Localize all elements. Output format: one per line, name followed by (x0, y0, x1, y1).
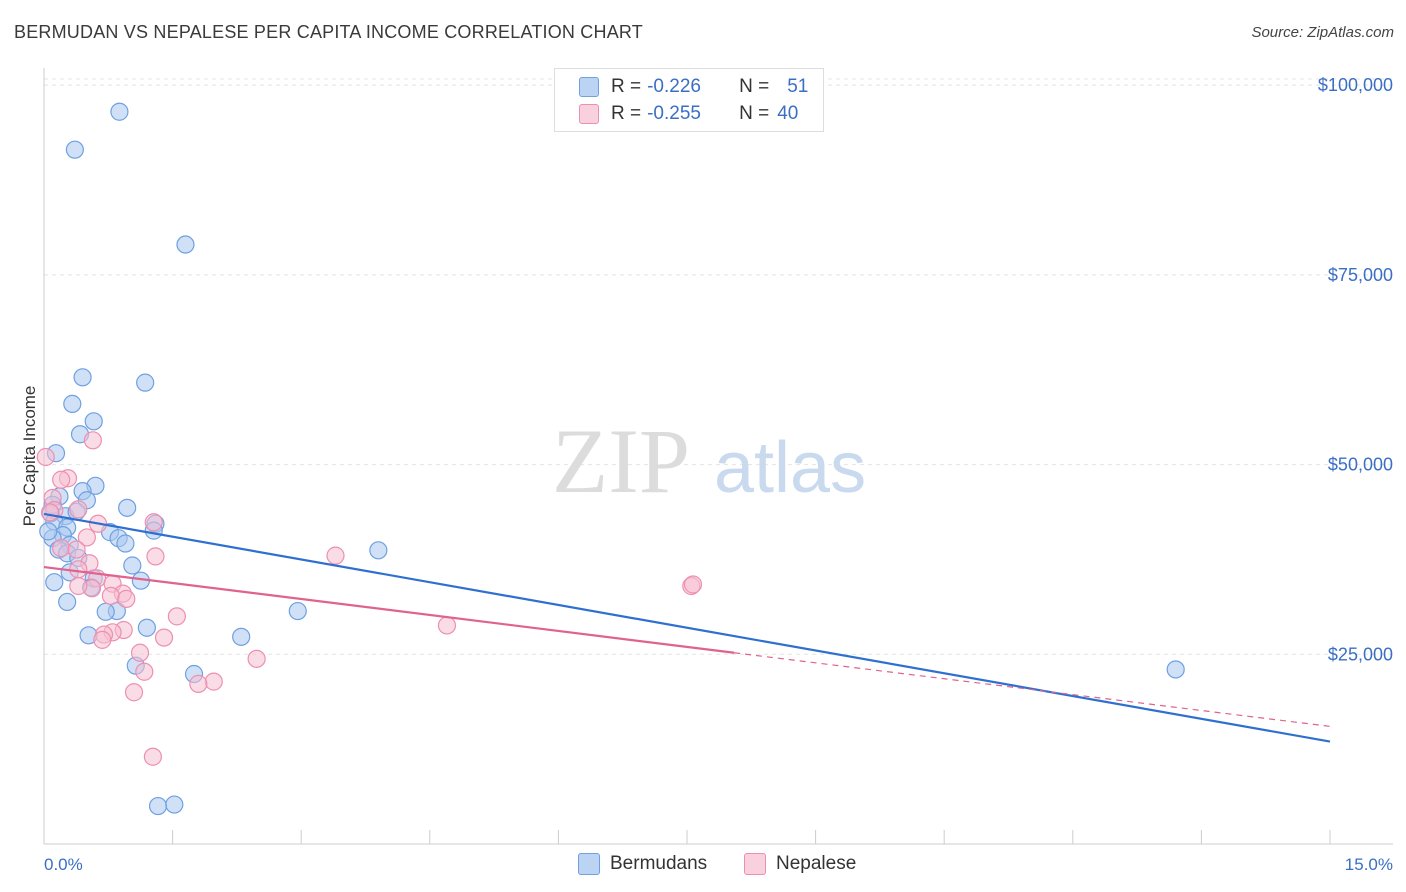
legend-swatch-bermudans (579, 77, 599, 97)
y-tick-label: $25,000 (1328, 644, 1393, 664)
source-label: Source: ZipAtlas.com (1251, 24, 1394, 41)
nepalese-point (52, 470, 71, 489)
nepalese-point (189, 674, 208, 693)
bermudans-point (136, 373, 155, 392)
bermudans-point (73, 368, 92, 387)
bottom-legend-bermudans: Bermudans (578, 852, 707, 876)
bermudans-point (63, 394, 82, 413)
watermark-zip: ZIP (552, 410, 690, 512)
nepalese-point (36, 447, 55, 467)
legend-r-value: -0.255 (647, 103, 701, 124)
bermudans-point (65, 140, 84, 159)
bermudans-point (84, 412, 103, 431)
nepalese-trend-line (43, 565, 735, 654)
legend-row-nepalese: R = -0.255 N = 40 (579, 102, 798, 126)
nepalese-point (77, 528, 96, 547)
watermark: ZIP atlas (552, 410, 866, 512)
nepalese-point (437, 616, 457, 635)
bermudans-point (123, 556, 142, 575)
bermudans-point (118, 498, 137, 517)
trend-lines (43, 512, 1331, 743)
nepalese-point (135, 662, 154, 681)
bermudans-point (1166, 660, 1185, 679)
legend-n-label: N = (739, 76, 770, 97)
legend-swatch-nepalese (579, 104, 599, 124)
bermudans-point (45, 573, 64, 592)
legend-n-value: 40 (777, 103, 799, 124)
bermudans-point (137, 618, 156, 637)
nepalese-point (69, 576, 88, 596)
x-tick-labels: 0.0% 15.0% (44, 855, 1393, 874)
nepalese-point (146, 547, 165, 566)
bermudans-trend-line (43, 512, 1331, 743)
nepalese-point (93, 630, 112, 649)
x-tick-label-max: 15.0% (1345, 855, 1393, 874)
nepalese-point (69, 500, 88, 519)
bermudans-point (110, 102, 129, 121)
legend-n-value: 51 (787, 76, 809, 97)
bermudans-point (369, 541, 388, 560)
watermark-atlas: atlas (714, 428, 866, 508)
bottom-legend-swatch-bermudans (578, 853, 600, 875)
bottom-legend-nepalese: Nepalese (744, 852, 856, 876)
y-tick-label: $75,000 (1328, 265, 1393, 285)
bermudans-point (116, 534, 135, 553)
nepalese-point (167, 607, 186, 626)
x-tick-label-min: 0.0% (44, 855, 83, 874)
bermudans-point (148, 796, 168, 816)
bermudans-point (96, 602, 115, 621)
nepalese-point (52, 538, 71, 558)
nepalese-point (69, 560, 88, 579)
bermudans-point (232, 627, 251, 646)
chart-title: BERMUDAN VS NEPALESE PER CAPITA INCOME C… (14, 22, 643, 42)
nepalese-point (83, 431, 102, 450)
correlation-legend: R = -0.226 N = 51 R = -0.255 N = 40 (554, 68, 824, 132)
bermudans-point (165, 795, 184, 814)
nepalese-point (143, 747, 162, 766)
y-tick-labels: $25,000 $50,000 $75,000 $100,000 (1318, 75, 1393, 664)
nepalese-point (101, 586, 120, 605)
bermudans-point (176, 235, 195, 254)
nepalese-point (67, 540, 86, 559)
nepalese-point (130, 643, 150, 662)
legend-r-label: R = (611, 103, 642, 124)
bermudans-point (58, 592, 77, 612)
y-tick-label: $50,000 (1328, 455, 1393, 475)
nepalese-point (326, 546, 345, 565)
nepalese-point (40, 503, 60, 522)
nepalese-point (683, 575, 703, 594)
nepalese-point (204, 672, 223, 691)
legend-n-label: N = (739, 103, 770, 124)
y-tick-label: $100,000 (1318, 75, 1393, 95)
nepalese-point (247, 649, 266, 668)
nepalese-point (154, 628, 174, 647)
nepalese-point (144, 513, 163, 532)
legend-r-value: -0.226 (647, 76, 701, 97)
gridlines (44, 78, 1393, 655)
bottom-legend-label-nepalese: Nepalese (776, 853, 857, 874)
nepalese-trend-extension (734, 652, 1331, 727)
bermudans-point (39, 522, 58, 541)
legend-r-label: R = (611, 76, 642, 97)
bottom-legend-label-bermudans: Bermudans (610, 853, 708, 874)
bermudans-point (288, 601, 307, 621)
legend-row-bermudans: R = -0.226 N = 51 (579, 75, 808, 99)
nepalese-point (124, 683, 144, 702)
bottom-legend-swatch-nepalese (744, 853, 766, 875)
nepalese-point (117, 589, 136, 609)
